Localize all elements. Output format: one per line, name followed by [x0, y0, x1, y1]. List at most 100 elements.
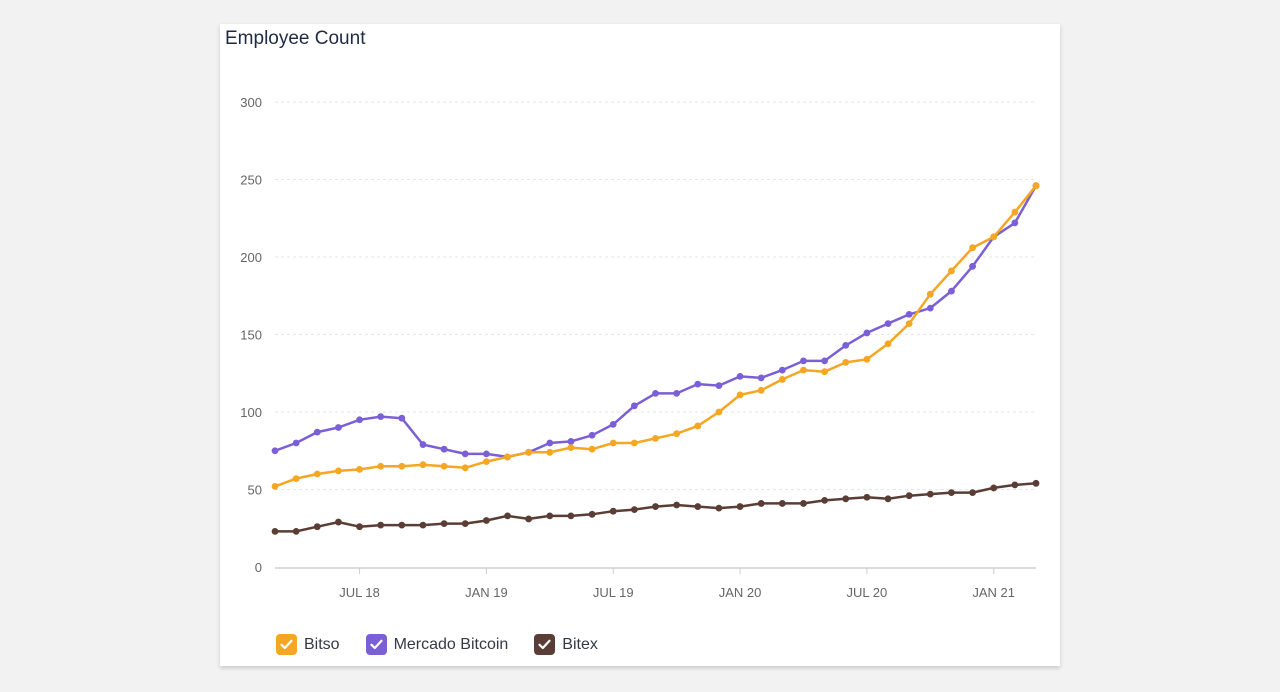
data-point-bitso: [884, 340, 892, 348]
data-point-mercado-bitcoin: [926, 304, 934, 312]
data-point-mercado-bitcoin: [609, 421, 617, 428]
checkbox-checked-icon[interactable]: [276, 634, 297, 655]
data-point-mercado-bitcoin: [630, 402, 638, 410]
data-point-mercado-bitcoin: [694, 380, 702, 388]
chart-legend: Bitso Mercado Bitcoin Bitex: [276, 634, 598, 655]
data-point-bitso: [778, 376, 786, 383]
data-point-bitso: [800, 366, 807, 374]
data-point-bitso: [694, 422, 702, 430]
data-point-bitso: [948, 267, 955, 275]
data-point-mercado-bitcoin: [969, 262, 976, 270]
x-tick-label: JAN 19: [465, 585, 508, 600]
data-point-bitso: [440, 462, 448, 470]
data-point-bitex: [673, 501, 681, 509]
y-tick-label: 100: [240, 405, 262, 420]
legend-label: Bitso: [304, 635, 340, 653]
y-tick-label: 50: [248, 483, 262, 498]
data-point-bitex: [757, 500, 765, 507]
data-point-mercado-bitcoin: [652, 390, 659, 397]
data-point-bitex: [546, 512, 554, 520]
data-point-mercado-bitcoin: [567, 438, 575, 445]
data-point-bitex: [630, 506, 638, 514]
y-tick-label: 200: [240, 250, 262, 265]
data-point-bitex: [863, 493, 871, 501]
data-point-bitso: [905, 320, 913, 328]
data-point-bitex: [525, 515, 533, 523]
data-point-mercado-bitcoin: [736, 372, 744, 380]
data-point-mercado-bitcoin: [588, 431, 596, 439]
data-point-bitex: [990, 484, 998, 492]
data-point-mercado-bitcoin: [461, 450, 469, 458]
data-point-bitex: [419, 521, 427, 529]
legend-item-mercado-bitcoin[interactable]: Mercado Bitcoin: [365, 634, 509, 655]
data-point-bitso: [736, 391, 744, 399]
y-tick-label: 0: [255, 560, 262, 575]
data-point-bitex: [335, 518, 342, 526]
y-tick-label: 150: [240, 328, 262, 343]
data-point-bitex: [652, 503, 659, 510]
data-point-bitex: [292, 527, 300, 535]
employee-count-chart: 0 50 100 150 200 250 300 JUL 18 JAN 19 JUL 19 JAN …: [240, 95, 1040, 600]
data-point-bitso: [609, 439, 617, 447]
data-point-bitso: [335, 467, 342, 475]
data-point-mercado-bitcoin: [821, 357, 829, 365]
data-point-bitso: [271, 483, 279, 490]
data-point-bitex: [842, 495, 850, 503]
data-point-bitso: [567, 444, 575, 452]
data-point-bitso: [504, 453, 511, 461]
data-point-bitso: [525, 448, 533, 456]
data-point-bitex: [398, 521, 406, 529]
data-point-bitso: [482, 458, 490, 465]
data-point-bitex: [821, 496, 829, 504]
data-point-bitso: [356, 465, 363, 473]
data-point-bitex: [715, 504, 723, 512]
data-point-mercado-bitcoin: [948, 287, 955, 295]
data-point-bitso: [842, 359, 850, 366]
data-point-bitex: [800, 500, 807, 507]
data-point-bitso: [1032, 182, 1040, 190]
data-point-mercado-bitcoin: [884, 320, 892, 328]
data-point-bitso: [863, 355, 871, 363]
checkbox-checked-icon[interactable]: [534, 634, 556, 655]
data-point-bitso: [398, 462, 406, 470]
data-point-bitex: [948, 489, 955, 496]
data-point-bitex: [736, 503, 744, 510]
data-point-mercado-bitcoin: [757, 374, 765, 382]
checkbox-checked-icon[interactable]: [365, 634, 387, 655]
data-point-mercado-bitcoin: [356, 416, 363, 424]
data-point-mercado-bitcoin: [1011, 219, 1019, 227]
chart-card: Employee Count 0 50 100 150 200 250 300 JUL 18 J…: [220, 24, 1060, 666]
data-point-mercado-bitcoin: [546, 439, 554, 447]
data-point-mercado-bitcoin: [313, 428, 321, 436]
x-tick-label: JUL 20: [847, 585, 888, 600]
legend-label: Mercado Bitcoin: [393, 635, 509, 653]
x-tick-label: JUL 19: [593, 585, 634, 600]
data-point-bitso: [715, 408, 723, 416]
x-tick-label: JUL 18: [339, 585, 380, 600]
chart-title: Employee Count: [225, 28, 366, 49]
data-point-mercado-bitcoin: [335, 424, 342, 431]
legend-item-bitex[interactable]: Bitex: [534, 634, 598, 655]
data-point-mercado-bitcoin: [398, 414, 406, 422]
data-point-mercado-bitcoin: [715, 382, 723, 390]
data-point-mercado-bitcoin: [863, 329, 871, 337]
y-tick-label: 300: [240, 95, 262, 110]
data-point-bitex: [567, 512, 575, 520]
legend-item-bitso[interactable]: Bitso: [276, 634, 340, 655]
data-point-mercado-bitcoin: [292, 439, 300, 447]
data-point-bitso: [419, 461, 427, 469]
data-point-bitex: [377, 521, 385, 529]
data-point-mercado-bitcoin: [778, 366, 786, 374]
data-point-bitex: [905, 492, 913, 500]
data-point-bitex: [884, 495, 892, 503]
data-point-bitso: [926, 290, 934, 298]
data-point-mercado-bitcoin: [419, 441, 427, 448]
data-point-bitso: [673, 430, 681, 438]
x-tick-label: JAN 21: [972, 585, 1015, 600]
data-point-bitex: [1011, 481, 1019, 489]
data-point-bitso: [377, 462, 385, 470]
data-point-bitso: [588, 445, 596, 453]
data-point-bitex: [440, 520, 448, 527]
data-point-mercado-bitcoin: [440, 445, 448, 453]
data-point-mercado-bitcoin: [271, 447, 279, 455]
